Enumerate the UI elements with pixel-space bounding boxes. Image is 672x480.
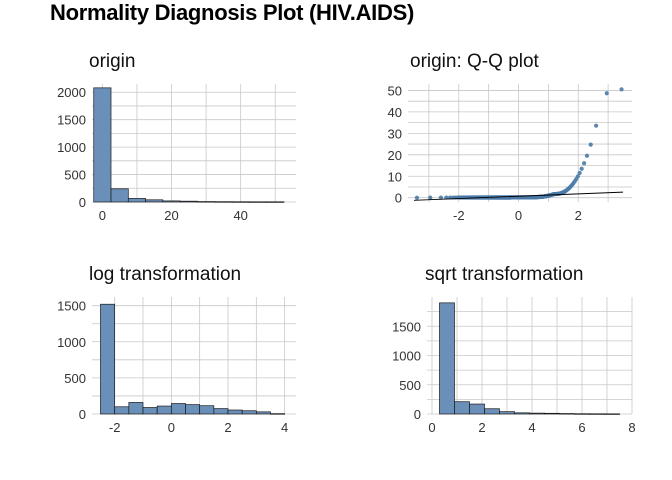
sqrt-histogram-bar xyxy=(514,412,530,415)
origin-y-tick-label: 0 xyxy=(79,195,86,210)
sqrt-histogram-bar xyxy=(469,403,485,415)
log-histogram-bar xyxy=(185,404,201,415)
qq-qq-point xyxy=(577,170,582,176)
sqrt-histogram-bar xyxy=(529,412,545,415)
qq-qq-point xyxy=(619,87,624,92)
sqrt-y-tick-label: 1500 xyxy=(392,319,421,334)
qq-y-tick-label: 50 xyxy=(388,83,402,98)
sqrt-x-tick-label: 0 xyxy=(428,420,435,435)
log-histogram-bar xyxy=(241,410,257,415)
origin-y-tick-label: 500 xyxy=(64,168,86,183)
qq-qq-point xyxy=(604,91,609,96)
origin-x-tick-label: 40 xyxy=(233,208,247,223)
log-histogram-bar xyxy=(255,411,271,415)
sqrt-histogram-bar xyxy=(499,411,515,415)
log-histogram-bar xyxy=(270,413,286,415)
log-histogram-bar xyxy=(227,409,243,415)
qq-y-tick-label: 30 xyxy=(388,126,402,141)
sqrt-histogram-bar xyxy=(439,302,455,415)
origin-y-tick-label: 1500 xyxy=(57,113,86,128)
sqrt-histogram-bar xyxy=(484,408,500,415)
qq-y-tick-label: 40 xyxy=(388,105,402,120)
origin-y-tick-label: 1000 xyxy=(57,140,86,155)
sqrt-title: sqrt transformation xyxy=(425,264,583,285)
log-y-tick-label: 500 xyxy=(64,371,86,386)
log-histogram-bar xyxy=(213,408,229,415)
origin-y-tick-label: 2000 xyxy=(57,85,86,100)
log-title: log transformation xyxy=(89,264,241,285)
sqrt-y-tick-label: 500 xyxy=(399,378,421,393)
qq-y-tick-label: 10 xyxy=(388,169,402,184)
sqrt-x-tick-label: 2 xyxy=(478,420,485,435)
log-x-tick-label: 0 xyxy=(168,420,175,435)
qq-qq-point xyxy=(588,142,593,147)
sqrt-x-tick-label: 4 xyxy=(528,420,535,435)
qq-qq-point xyxy=(581,161,587,166)
sqrt-x-tick-label: 6 xyxy=(578,420,585,435)
origin-x-tick-label: 0 xyxy=(99,208,106,223)
origin-histogram-bar xyxy=(248,201,267,203)
log-y-tick-label: 1000 xyxy=(57,335,86,350)
log-histogram-bar xyxy=(156,405,172,415)
log-histogram-bar xyxy=(170,403,186,415)
qq-title: origin: Q-Q plot xyxy=(410,51,540,72)
origin-histogram-bar xyxy=(197,201,216,203)
log-histogram-bar xyxy=(142,407,158,415)
sqrt-panel: 0 2 4 6 8 0 500 1000 1500 sqrt transformation xyxy=(392,264,636,435)
origin-histogram-bar xyxy=(110,188,129,203)
qq-x-tick-label: -2 xyxy=(453,208,465,223)
origin-histogram-bar xyxy=(214,201,233,203)
qq-qq-point xyxy=(584,153,590,158)
qq-x-tick-label: 2 xyxy=(575,208,582,223)
log-histogram-bar xyxy=(128,402,144,415)
sqrt-histogram-bar xyxy=(589,413,605,415)
main-title: Normality Diagnosis Plot (HIV.AIDS) xyxy=(50,0,414,25)
origin-x-tick-label: 20 xyxy=(164,208,178,223)
origin-histogram-bar xyxy=(266,201,285,203)
sqrt-x-tick-label: 8 xyxy=(628,420,635,435)
sqrt-y-tick-label: 1000 xyxy=(392,349,421,364)
sqrt-histogram-bar xyxy=(454,401,470,415)
origin-histogram-bar xyxy=(145,199,164,203)
origin-title: origin xyxy=(89,51,135,72)
qq-y-tick-label: 20 xyxy=(388,148,402,163)
sqrt-histogram-bar xyxy=(544,412,560,415)
log-histogram-bar xyxy=(100,303,116,415)
qq-qq-point xyxy=(579,166,584,171)
qq-x-tick-label: 0 xyxy=(515,208,522,223)
qq-qq-point xyxy=(438,195,444,200)
log-histogram-bar xyxy=(199,405,215,415)
origin-histogram-bar xyxy=(231,201,250,203)
origin-histogram-bar xyxy=(162,200,181,203)
log-x-tick-label: 4 xyxy=(281,420,288,435)
log-histogram-bar xyxy=(114,406,130,415)
log-x-tick-label: -2 xyxy=(109,420,121,435)
sqrt-histogram-bar xyxy=(559,413,575,415)
log-y-tick-label: 1500 xyxy=(57,299,86,314)
qq-y-tick-label: 0 xyxy=(395,191,402,206)
sqrt-histogram-bar xyxy=(574,413,590,415)
qq-qq-point xyxy=(594,123,599,128)
qq-qq-point xyxy=(414,195,420,200)
qq-reference-line xyxy=(413,191,624,201)
origin-histogram-bar xyxy=(179,200,198,203)
sqrt-histogram-bar xyxy=(604,413,620,415)
origin-histogram-bar xyxy=(93,87,112,203)
qq-qq-point xyxy=(428,195,433,200)
log-x-tick-label: 2 xyxy=(224,420,231,435)
qq-qq-point xyxy=(575,174,580,179)
origin-histogram-bar xyxy=(127,198,146,203)
log-y-tick-label: 0 xyxy=(79,407,86,422)
sqrt-y-tick-label: 0 xyxy=(414,407,421,422)
